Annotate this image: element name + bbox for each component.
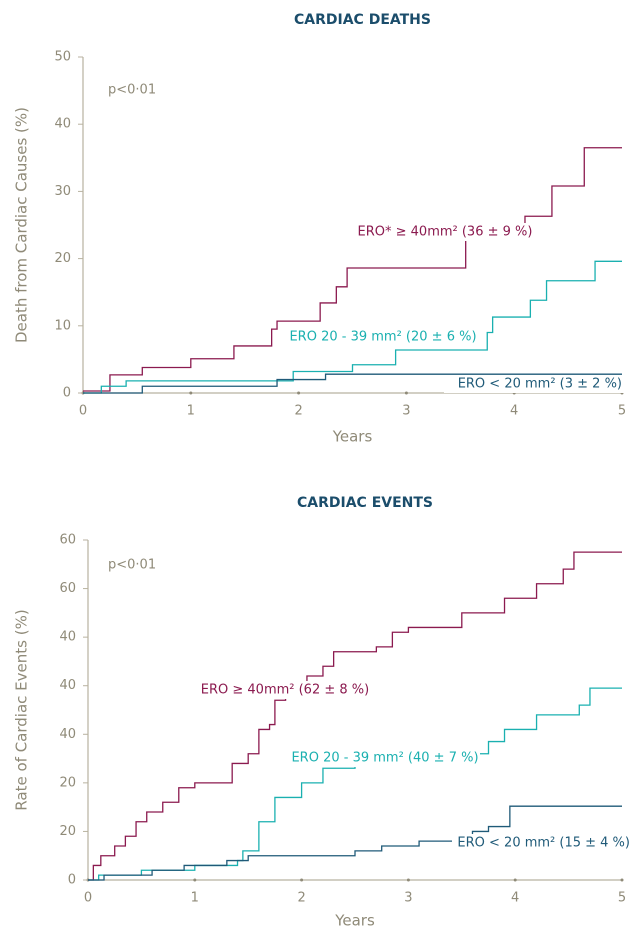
annotation: ERO < 20 mm² (15 ± 4 %) bbox=[457, 836, 630, 851]
x-tick-label: 5 bbox=[618, 404, 626, 419]
x-tick-mark bbox=[620, 878, 624, 882]
x-tick-mark bbox=[406, 878, 410, 882]
x-tick-label: 4 bbox=[511, 891, 519, 906]
annotation: ERO 20 - 39 mm² (40 ± 7 %) bbox=[291, 751, 478, 766]
annotation-bg bbox=[290, 749, 480, 767]
y-axis-label: Rate of Cardiac Events (%) bbox=[13, 609, 31, 810]
x-tick-label: 2 bbox=[297, 891, 305, 906]
survival-curve bbox=[83, 373, 622, 394]
y-tick-label: 20 bbox=[54, 251, 71, 266]
x-tick-mark bbox=[297, 391, 301, 395]
y-tick-label: 40 bbox=[54, 117, 71, 132]
survival-curve bbox=[83, 260, 622, 394]
x-tick-mark bbox=[300, 878, 304, 882]
y-tick-label: 40 bbox=[59, 727, 76, 742]
x-tick-label: 1 bbox=[187, 404, 195, 419]
y-tick-label: 60 bbox=[59, 581, 76, 596]
x-axis-label: Years bbox=[332, 428, 373, 446]
annotation: p<0·01 bbox=[108, 558, 156, 573]
y-tick-label: 40 bbox=[59, 630, 76, 645]
y-tick-label: 0 bbox=[68, 873, 76, 888]
x-tick-label: 3 bbox=[402, 404, 410, 419]
annotation: p<0·01 bbox=[108, 83, 156, 98]
annotation-bg bbox=[452, 834, 632, 852]
survival-curve bbox=[88, 687, 622, 881]
annotation: ERO < 20 mm² (3 ± 2 %) bbox=[458, 377, 622, 392]
y-tick-label: 20 bbox=[59, 775, 76, 790]
x-tick-label: 1 bbox=[191, 891, 199, 906]
survival-curve bbox=[83, 147, 622, 392]
y-tick-label: 40 bbox=[59, 678, 76, 693]
chart-title: CARDIAC DEATHS bbox=[294, 12, 431, 28]
y-tick-label: 30 bbox=[54, 184, 71, 199]
x-tick-label: 4 bbox=[510, 404, 518, 419]
x-tick-label: 5 bbox=[618, 891, 626, 906]
y-tick-label: 10 bbox=[54, 318, 71, 333]
y-tick-label: 50 bbox=[54, 50, 71, 65]
annotation: ERO 20 - 39 mm² (20 ± 6 %) bbox=[289, 330, 476, 345]
y-tick-label: 60 bbox=[59, 533, 76, 548]
annotation-bg bbox=[350, 223, 540, 241]
y-tick-label: 0 bbox=[63, 386, 71, 401]
x-tick-mark bbox=[193, 878, 197, 882]
y-axis-label: Death from Cardiac Causes (%) bbox=[13, 107, 31, 343]
x-axis-label: Years bbox=[334, 912, 375, 930]
annotation-bg bbox=[190, 681, 380, 699]
x-tick-label: 0 bbox=[79, 404, 87, 419]
x-tick-label: 3 bbox=[404, 891, 412, 906]
x-tick-label: 0 bbox=[84, 891, 92, 906]
chart-title: CARDIAC EVENTS bbox=[297, 495, 433, 511]
annotation-bg bbox=[444, 375, 624, 393]
annotation: ERO* ≥ 40mm² (36 ± 9 %) bbox=[358, 225, 533, 240]
x-tick-mark bbox=[404, 391, 408, 395]
annotation: ERO ≥ 40mm² (62 ± 8 %) bbox=[201, 683, 369, 698]
x-tick-mark bbox=[189, 391, 193, 395]
x-tick-label: 2 bbox=[294, 404, 302, 419]
survival-curve bbox=[88, 805, 622, 881]
y-tick-label: 20 bbox=[59, 824, 76, 839]
x-tick-mark bbox=[513, 878, 517, 882]
annotation-bg bbox=[288, 328, 478, 346]
survival-curve bbox=[88, 551, 622, 881]
